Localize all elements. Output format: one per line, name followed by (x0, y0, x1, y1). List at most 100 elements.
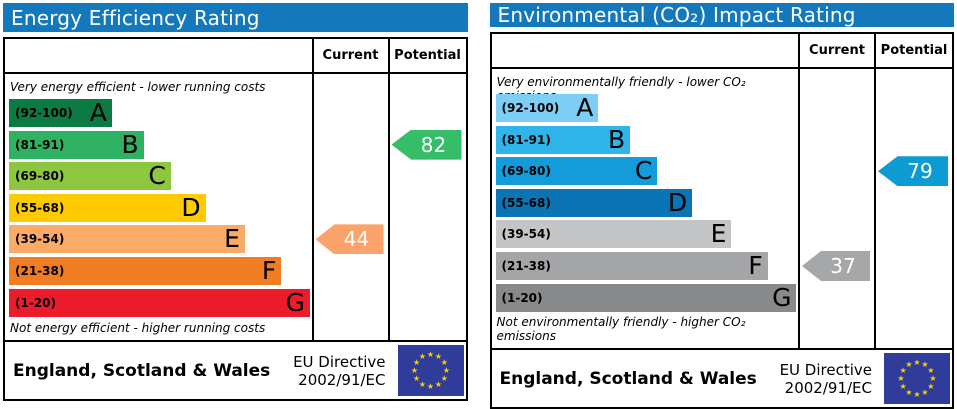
band-letter: D (667, 187, 688, 217)
eu-directive-line2: 2002/91/EC (298, 370, 386, 389)
eu-star-icon: ★ (905, 387, 913, 397)
band-letter: F (261, 255, 277, 285)
eu-star-icon: ★ (413, 357, 421, 367)
band-range-label: (55-68) (15, 200, 65, 215)
band-range-label: (39-54) (501, 227, 551, 242)
table-footer: England, Scotland & Wales EU Directive 2… (5, 340, 466, 399)
band-range-label: (21-38) (15, 263, 65, 278)
band-row: (81-91) B (495, 124, 799, 158)
eu-flag-icon: ★ ★ ★ ★ ★ ★ ★ ★ ★ ★ ★ ★ (884, 353, 950, 405)
band-letter: B (121, 129, 139, 159)
band-letter: E (710, 219, 727, 249)
band-row: (81-91) B (9, 129, 312, 163)
band-row: (55-68) D (495, 187, 799, 221)
eu-star-icon: ★ (921, 359, 929, 369)
current-value-arrow: 44 (315, 224, 384, 255)
bottom-caption: Not energy efficient - higher running co… (10, 321, 266, 335)
eu-directive-line2: 2002/91/EC (784, 378, 872, 397)
current-column-header: Current (798, 34, 874, 69)
current-cell: 44 (311, 74, 388, 340)
band-g: (1-20) G (9, 288, 310, 317)
eu-star-icon: ★ (434, 351, 443, 361)
band-range-label: (92-100) (501, 101, 560, 115)
band-row: (92-100) A (495, 93, 799, 126)
band-range-label: (1-20) (501, 290, 543, 305)
bottom-caption: Not environmentally friendly - higher CO… (496, 315, 746, 344)
potential-column-header: Potential (874, 34, 952, 69)
band-row: (92-100) A (9, 99, 312, 131)
band-letter: A (89, 98, 107, 127)
band-row: (39-54) E (9, 225, 312, 257)
eu-star-icon: ★ (426, 381, 435, 391)
eu-star-icon: ★ (418, 351, 427, 361)
band-range-label: (39-54) (15, 232, 65, 247)
current-value-arrow: 37 (802, 251, 870, 281)
band-range-label: (92-100) (15, 106, 73, 120)
eu-star-icon: ★ (413, 373, 421, 383)
eu-star-icon: ★ (897, 373, 905, 383)
band-f: (21-38) F (9, 255, 282, 285)
potential-column-header: Potential (387, 39, 466, 74)
band-letter: A (576, 93, 594, 122)
rating-table: Current Potential Very environmentally f… (489, 32, 954, 409)
band-e: (39-54) E (495, 219, 732, 249)
rating-table: Current Potential Very energy efficient … (3, 37, 468, 401)
band-letter: G (772, 282, 792, 312)
band-d: (55-68) D (495, 187, 693, 217)
environmental-impact-panel: Environmental (CO₂) Impact Rating Curren… (489, 3, 954, 409)
band-row: (21-38) F (495, 250, 799, 284)
region-label: England, Scotland & Wales (499, 368, 757, 389)
potential-cell: 79 (874, 69, 952, 349)
band-d: (55-68) D (9, 193, 206, 222)
band-row: (69-80) C (495, 156, 799, 189)
band-a: (92-100) A (9, 99, 112, 127)
eu-star-icon: ★ (418, 379, 427, 389)
eu-star-icon: ★ (913, 389, 921, 399)
eu-flag-icon: ★ ★ ★ ★ ★ ★ ★ ★ ★ ★ ★ ★ (397, 345, 464, 396)
band-letter: F (748, 250, 763, 280)
eu-star-icon: ★ (426, 349, 435, 359)
header-spacer (5, 39, 312, 74)
eu-star-icon: ★ (927, 365, 935, 375)
eu-directive-line1: EU Directive (293, 352, 386, 371)
panel-title: Energy Efficiency Rating (3, 3, 468, 32)
band-c: (69-80) C (495, 156, 658, 186)
band-letter: B (607, 124, 626, 154)
eu-directive-label: EU Directive 2002/91/EC (293, 353, 385, 389)
band-b: (81-91) B (495, 124, 631, 154)
bands-area: (92-100) A (81-91) B (69-80) C (55-68) D (39-54)… (5, 99, 312, 320)
bands-column: Very energy efficient - lower running co… (5, 74, 312, 340)
eu-star-icon: ★ (434, 379, 443, 389)
eu-directive-line1: EU Directive (779, 360, 872, 379)
eu-star-icon: ★ (927, 381, 935, 391)
current-cell: 37 (798, 69, 874, 349)
eu-star-icon: ★ (899, 365, 907, 375)
eu-star-icon: ★ (440, 373, 448, 383)
band-row: (1-20) G (495, 282, 799, 316)
potential-value-arrow: 79 (878, 156, 948, 187)
energy-efficiency-panel: Energy Efficiency Rating Current Potenti… (3, 3, 468, 401)
band-range-label: (55-68) (501, 195, 551, 210)
top-caption: Very energy efficient - lower running co… (10, 80, 266, 94)
band-a: (92-100) A (495, 93, 599, 122)
band-range-label: (1-20) (15, 295, 56, 310)
panel-title: Environmental (CO₂) Impact Rating (489, 3, 954, 27)
eu-star-icon: ★ (899, 381, 907, 391)
band-range-label: (69-80) (501, 164, 551, 179)
bands-area: (92-100) A (81-91) B (69-80) C (55-68) D (39-54)… (492, 94, 799, 315)
eu-star-icon: ★ (905, 359, 913, 369)
eu-directive-label: EU Directive 2002/91/EC (780, 361, 872, 397)
band-b: (81-91) B (9, 129, 144, 159)
band-row: (21-38) F (9, 255, 312, 289)
potential-cell: 82 (387, 74, 466, 340)
band-letter: C (148, 161, 166, 191)
band-range-label: (69-80) (15, 169, 65, 184)
band-letter: C (634, 156, 653, 186)
eu-star-icon: ★ (921, 387, 929, 397)
region-label: England, Scotland & Wales (13, 360, 271, 381)
header-spacer (491, 34, 798, 69)
band-row: (39-54) E (495, 219, 799, 252)
eu-star-icon: ★ (913, 357, 921, 367)
band-g: (1-20) G (495, 282, 797, 312)
